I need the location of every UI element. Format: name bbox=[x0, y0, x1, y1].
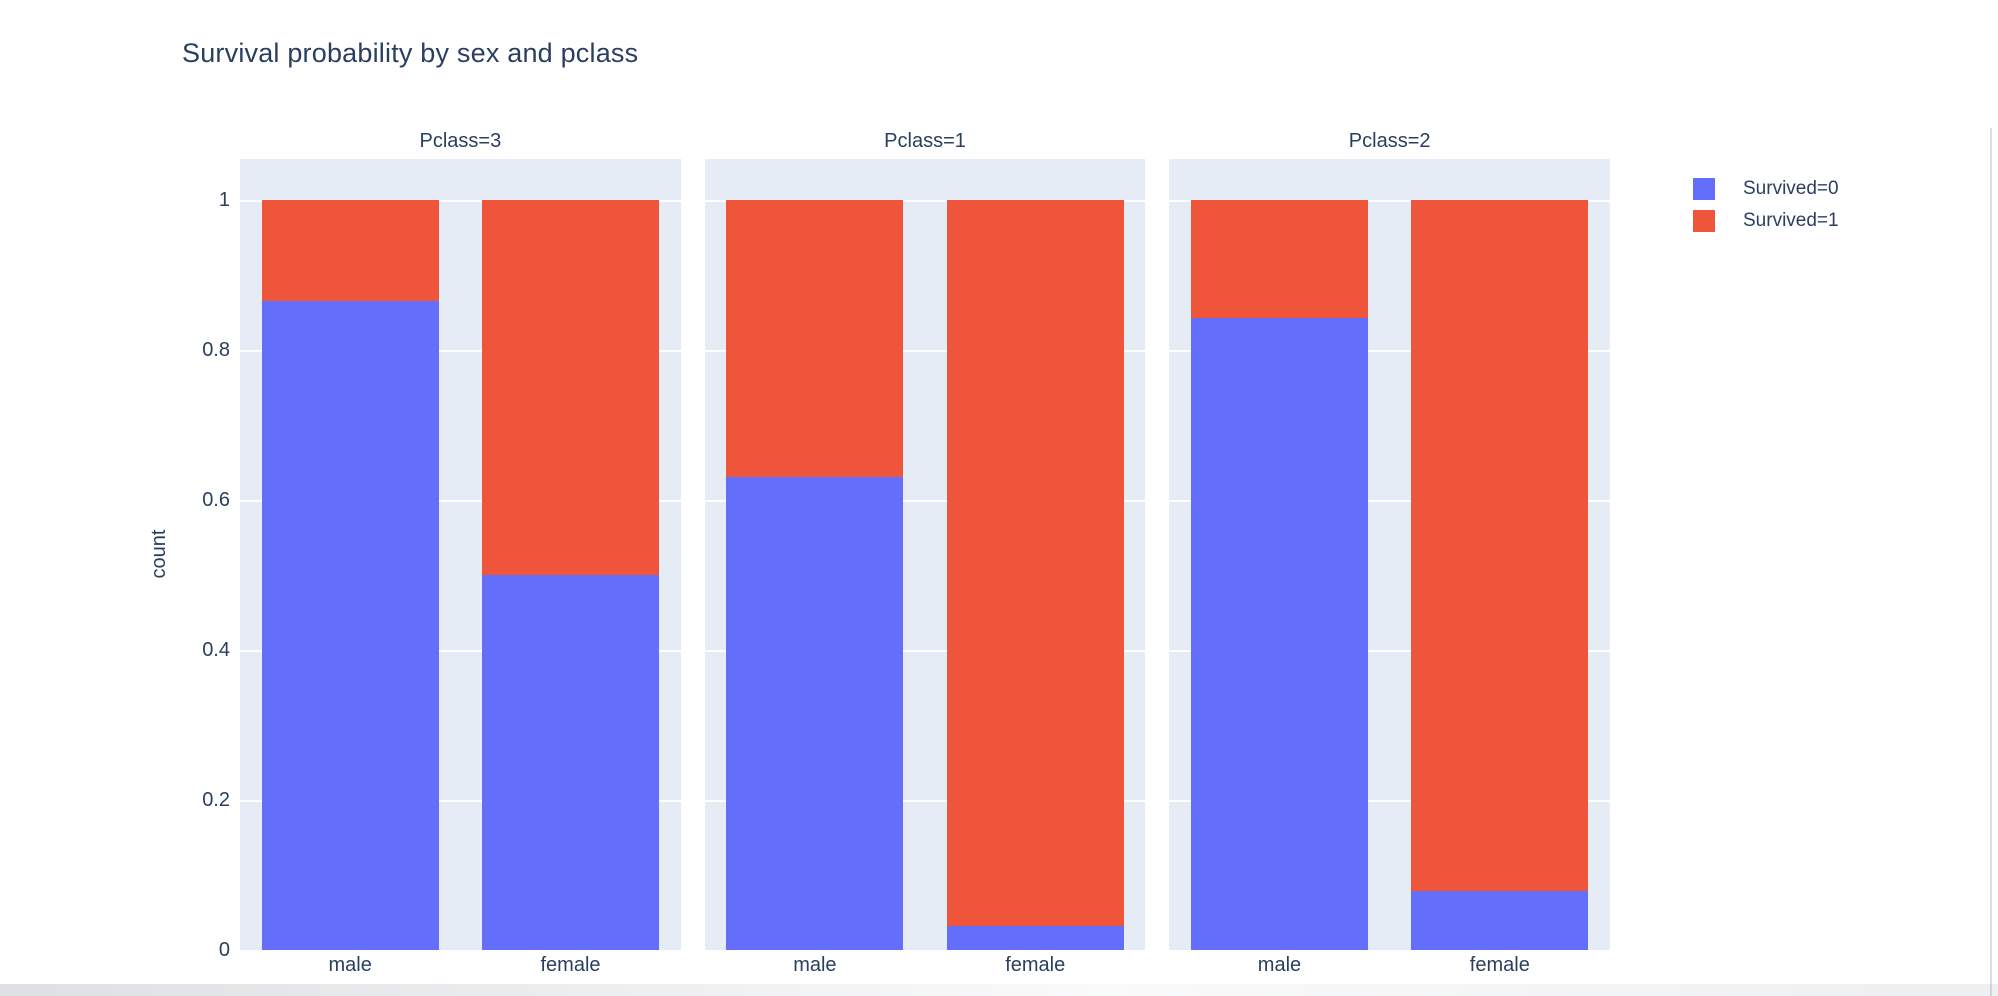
bar-female-survived-0[interactable] bbox=[946, 926, 1124, 950]
plot-area-pclass-1[interactable] bbox=[704, 159, 1146, 950]
gridline bbox=[1169, 500, 1610, 502]
plot-area-pclass-2[interactable] bbox=[1169, 159, 1610, 950]
y-axis-title: count bbox=[148, 529, 170, 579]
y-tick-label: 1 bbox=[218, 189, 230, 211]
x-tick-label-female: female bbox=[1005, 954, 1066, 976]
legend-item-survived-0[interactable]: Survived=0 bbox=[1693, 178, 1839, 200]
bar-male-survived-1[interactable] bbox=[261, 200, 439, 302]
bar-female-survived-1[interactable] bbox=[1411, 200, 1589, 891]
y-tick-label: 0.8 bbox=[202, 339, 230, 361]
gridline bbox=[704, 800, 1146, 802]
gridline bbox=[240, 500, 681, 502]
legend-item-survived-1[interactable]: Survived=1 bbox=[1693, 210, 1839, 232]
bar-male-survived-0[interactable] bbox=[1190, 317, 1368, 950]
window-edge-bottom bbox=[0, 984, 1998, 996]
bar-female-survived-1[interactable] bbox=[946, 200, 1124, 926]
bar-female-survived-1[interactable] bbox=[482, 200, 660, 575]
legend-label: Survived=0 bbox=[1743, 178, 1839, 199]
bar-male-survived-0[interactable] bbox=[261, 301, 439, 950]
gridline bbox=[1169, 350, 1610, 352]
x-tick-label-male: male bbox=[1257, 954, 1302, 976]
chart-title: Survival probability by sex and pclass bbox=[182, 38, 639, 68]
bar-female-survived-0[interactable] bbox=[482, 575, 660, 950]
facet-title-pclass-1: Pclass=1 bbox=[884, 130, 966, 152]
gridline bbox=[240, 350, 681, 352]
x-tick-label-male: male bbox=[328, 954, 372, 976]
legend-label: Survived=1 bbox=[1743, 210, 1839, 231]
x-tick-label-male: male bbox=[793, 954, 837, 976]
legend: Survived=0 Survived=1 bbox=[1693, 178, 1839, 232]
bar-female-survived-0[interactable] bbox=[1411, 890, 1589, 950]
y-tick-label: 0.4 bbox=[202, 639, 230, 661]
bar-male-survived-1[interactable] bbox=[1190, 200, 1368, 318]
gridline bbox=[1169, 200, 1610, 202]
legend-swatch-icon bbox=[1693, 210, 1715, 232]
gridline bbox=[1169, 650, 1610, 652]
bar-male-survived-1[interactable] bbox=[726, 200, 904, 477]
facet-title-pclass-2: Pclass=2 bbox=[1348, 130, 1431, 152]
gridline bbox=[704, 200, 1146, 202]
plot-area-pclass-3[interactable] bbox=[240, 159, 681, 950]
facet-title-pclass-3: Pclass=3 bbox=[419, 130, 502, 152]
legend-swatch-icon bbox=[1693, 178, 1715, 200]
gridline bbox=[704, 350, 1146, 352]
x-tick-label-female: female bbox=[1469, 954, 1530, 976]
x-tick-label-female: female bbox=[540, 954, 601, 976]
bar-male-survived-0[interactable] bbox=[726, 476, 904, 950]
gridline bbox=[1169, 800, 1610, 802]
gridline bbox=[704, 500, 1146, 502]
gridline bbox=[240, 650, 681, 652]
gridline bbox=[704, 650, 1146, 652]
gridline bbox=[240, 200, 681, 202]
y-tick-label: 0.2 bbox=[202, 789, 230, 811]
y-tick-label: 0.6 bbox=[202, 489, 230, 511]
gridline bbox=[240, 800, 681, 802]
window-edge-right bbox=[1990, 128, 1992, 996]
y-tick-label: 0 bbox=[218, 939, 230, 961]
